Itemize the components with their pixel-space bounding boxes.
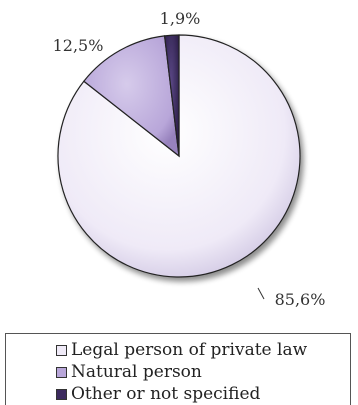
legend-label-other: Other or not specified	[71, 384, 261, 404]
data-label-legal-person: 85,6%	[275, 290, 326, 309]
pie-slice-natural-person	[83, 35, 180, 158]
legend-label-legal-person: Legal person of private law	[71, 340, 308, 360]
legend-item-legal-person: Legal person of private law	[56, 340, 307, 360]
data-label-other: 1,9%	[160, 9, 201, 28]
leader-line-legal-person	[257, 287, 265, 300]
legend-swatch-natural-person	[56, 366, 67, 378]
chart-legend: Legal person of private law Natural pers…	[5, 333, 351, 405]
legend-item-natural-person: Natural person	[56, 362, 202, 382]
legend-swatch-legal-person	[56, 344, 67, 356]
pie-slice-other	[163, 34, 180, 157]
legend-item-other: Other or not specified	[56, 384, 260, 404]
legend-swatch-other	[56, 388, 67, 400]
pie-chart: 85,6% 12,5% 1,9%	[53, 9, 326, 309]
data-label-natural-person: 12,5%	[53, 36, 104, 55]
legend-label-natural-person: Natural person	[71, 362, 202, 382]
pie-slice-legal-person	[57, 34, 301, 278]
